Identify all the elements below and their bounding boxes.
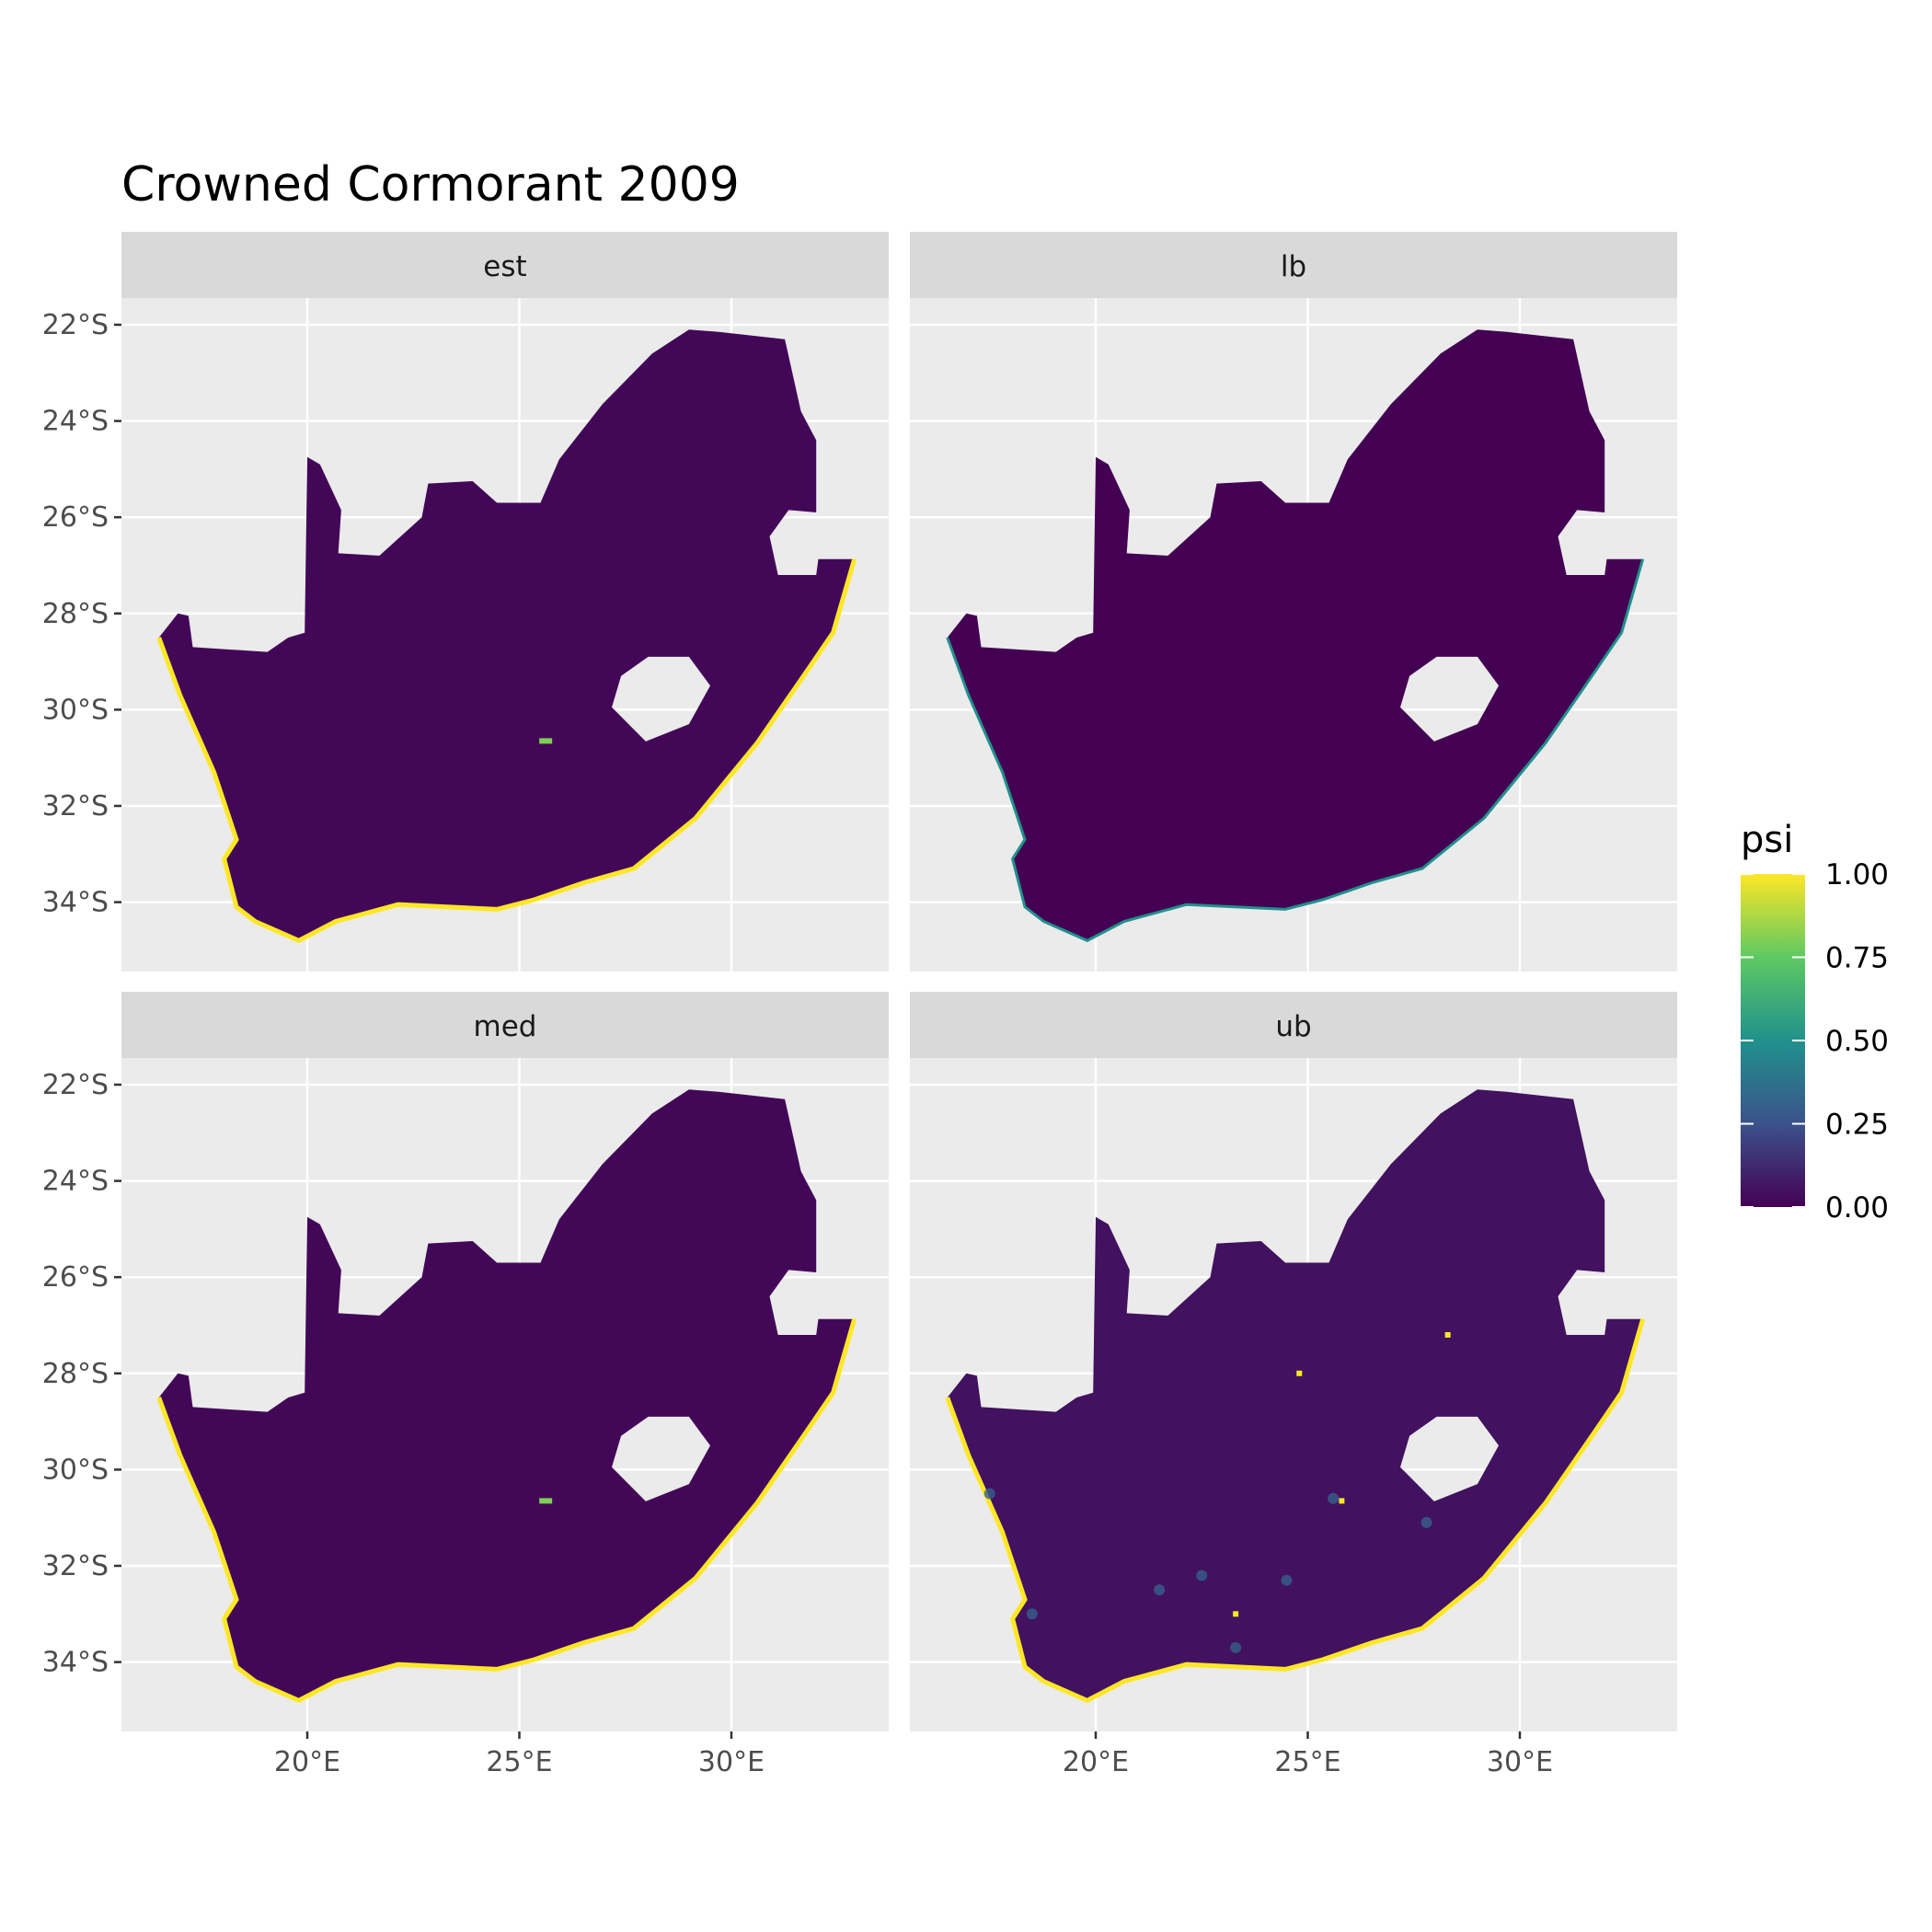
coastal-cells: [156, 1318, 857, 1704]
coastal-cells: [946, 558, 1645, 943]
y-tick-label: 28°S: [42, 598, 109, 630]
occupancy-cell: [1296, 1370, 1303, 1376]
y-tick-label: 24°S: [42, 406, 109, 438]
y-tick-label: 30°S: [42, 694, 109, 726]
colorbar-label: 0.50: [1825, 1025, 1889, 1058]
occupancy-cell: [1233, 1611, 1239, 1617]
occupancy-cell: [1328, 1492, 1340, 1504]
coastal-cells: [156, 558, 857, 944]
legend-title: psi: [1741, 819, 1793, 861]
facet-strip: [121, 992, 889, 1058]
facet-med: med 22°S 24°S 26°S 28°S 30°S 32°S 34°S 20°E 25°E 3…: [42, 992, 889, 1778]
occupancy-cell: [1154, 1584, 1166, 1596]
x-tick-label: 30°E: [1487, 1746, 1553, 1778]
facet-ub: ub 20°E 25°E 30°E: [910, 992, 1677, 1778]
occupancy-cell: [539, 738, 553, 744]
legend: psi 1.00 0.75 0.50 0.25 0.00: [1741, 819, 1889, 1225]
occupancy-cell: [1230, 1641, 1242, 1653]
occupancy-cell: [1420, 1516, 1432, 1528]
colorbar-label: 0.75: [1825, 942, 1889, 975]
occupancy-cell: [539, 1498, 553, 1504]
occupancy-cell: [983, 1488, 995, 1500]
facet-strip-label: med: [474, 1010, 537, 1043]
facet-strip: [121, 232, 889, 298]
country-raster: [947, 329, 1643, 941]
occupancy-cell: [1281, 1574, 1293, 1586]
y-tick-label: 26°S: [42, 1261, 109, 1294]
y-tick-label: 26°S: [42, 501, 109, 534]
y-tick-label: 32°S: [42, 1550, 109, 1582]
facet-strip: [910, 232, 1677, 298]
y-tick-label: 28°S: [42, 1358, 109, 1390]
facet-strip-label: ub: [1275, 1010, 1311, 1043]
y-tick-label: 32°S: [42, 790, 109, 822]
occupancy-cell: [1026, 1608, 1038, 1620]
facet-lb: lb: [910, 232, 1677, 972]
x-tick-label: 20°E: [274, 1746, 340, 1778]
y-tick-label: 34°S: [42, 1647, 109, 1679]
y-tick-label: 22°S: [42, 1069, 109, 1101]
y-tick-label: 30°S: [42, 1454, 109, 1486]
colorbar-label: 0.00: [1825, 1191, 1889, 1225]
country-raster: [158, 1089, 855, 1701]
y-tick-label: 24°S: [42, 1166, 109, 1198]
occupancy-cell: [1444, 1331, 1451, 1338]
colorbar-label: 1.00: [1825, 858, 1889, 891]
coastal-cells: [945, 1318, 1646, 1704]
facet-strip-label: lb: [1281, 250, 1306, 283]
facet-strip-label: est: [483, 250, 526, 283]
chart-title: Crowned Cormorant 2009: [121, 157, 740, 213]
colorbar-label: 0.25: [1825, 1109, 1889, 1142]
facet-est: est 22°S 24°S 26°S 28°S 30°S 32°S 34°S: [42, 232, 889, 972]
facet-panels: est 22°S 24°S 26°S 28°S 30°S 32°S 34°S lb med 22°S…: [42, 232, 1677, 1778]
facet-strip: [910, 992, 1677, 1058]
country-raster: [947, 1089, 1643, 1701]
occupancy-cell: [1196, 1570, 1208, 1581]
x-tick-label: 25°E: [1274, 1746, 1340, 1778]
y-tick-label: 34°S: [42, 887, 109, 919]
occupancy-cell: [1339, 1498, 1345, 1504]
y-tick-label: 22°S: [42, 309, 109, 341]
country-raster: [158, 329, 855, 941]
x-tick-label: 20°E: [1063, 1746, 1129, 1778]
x-tick-label: 30°E: [698, 1746, 765, 1778]
x-tick-label: 25°E: [486, 1746, 552, 1778]
